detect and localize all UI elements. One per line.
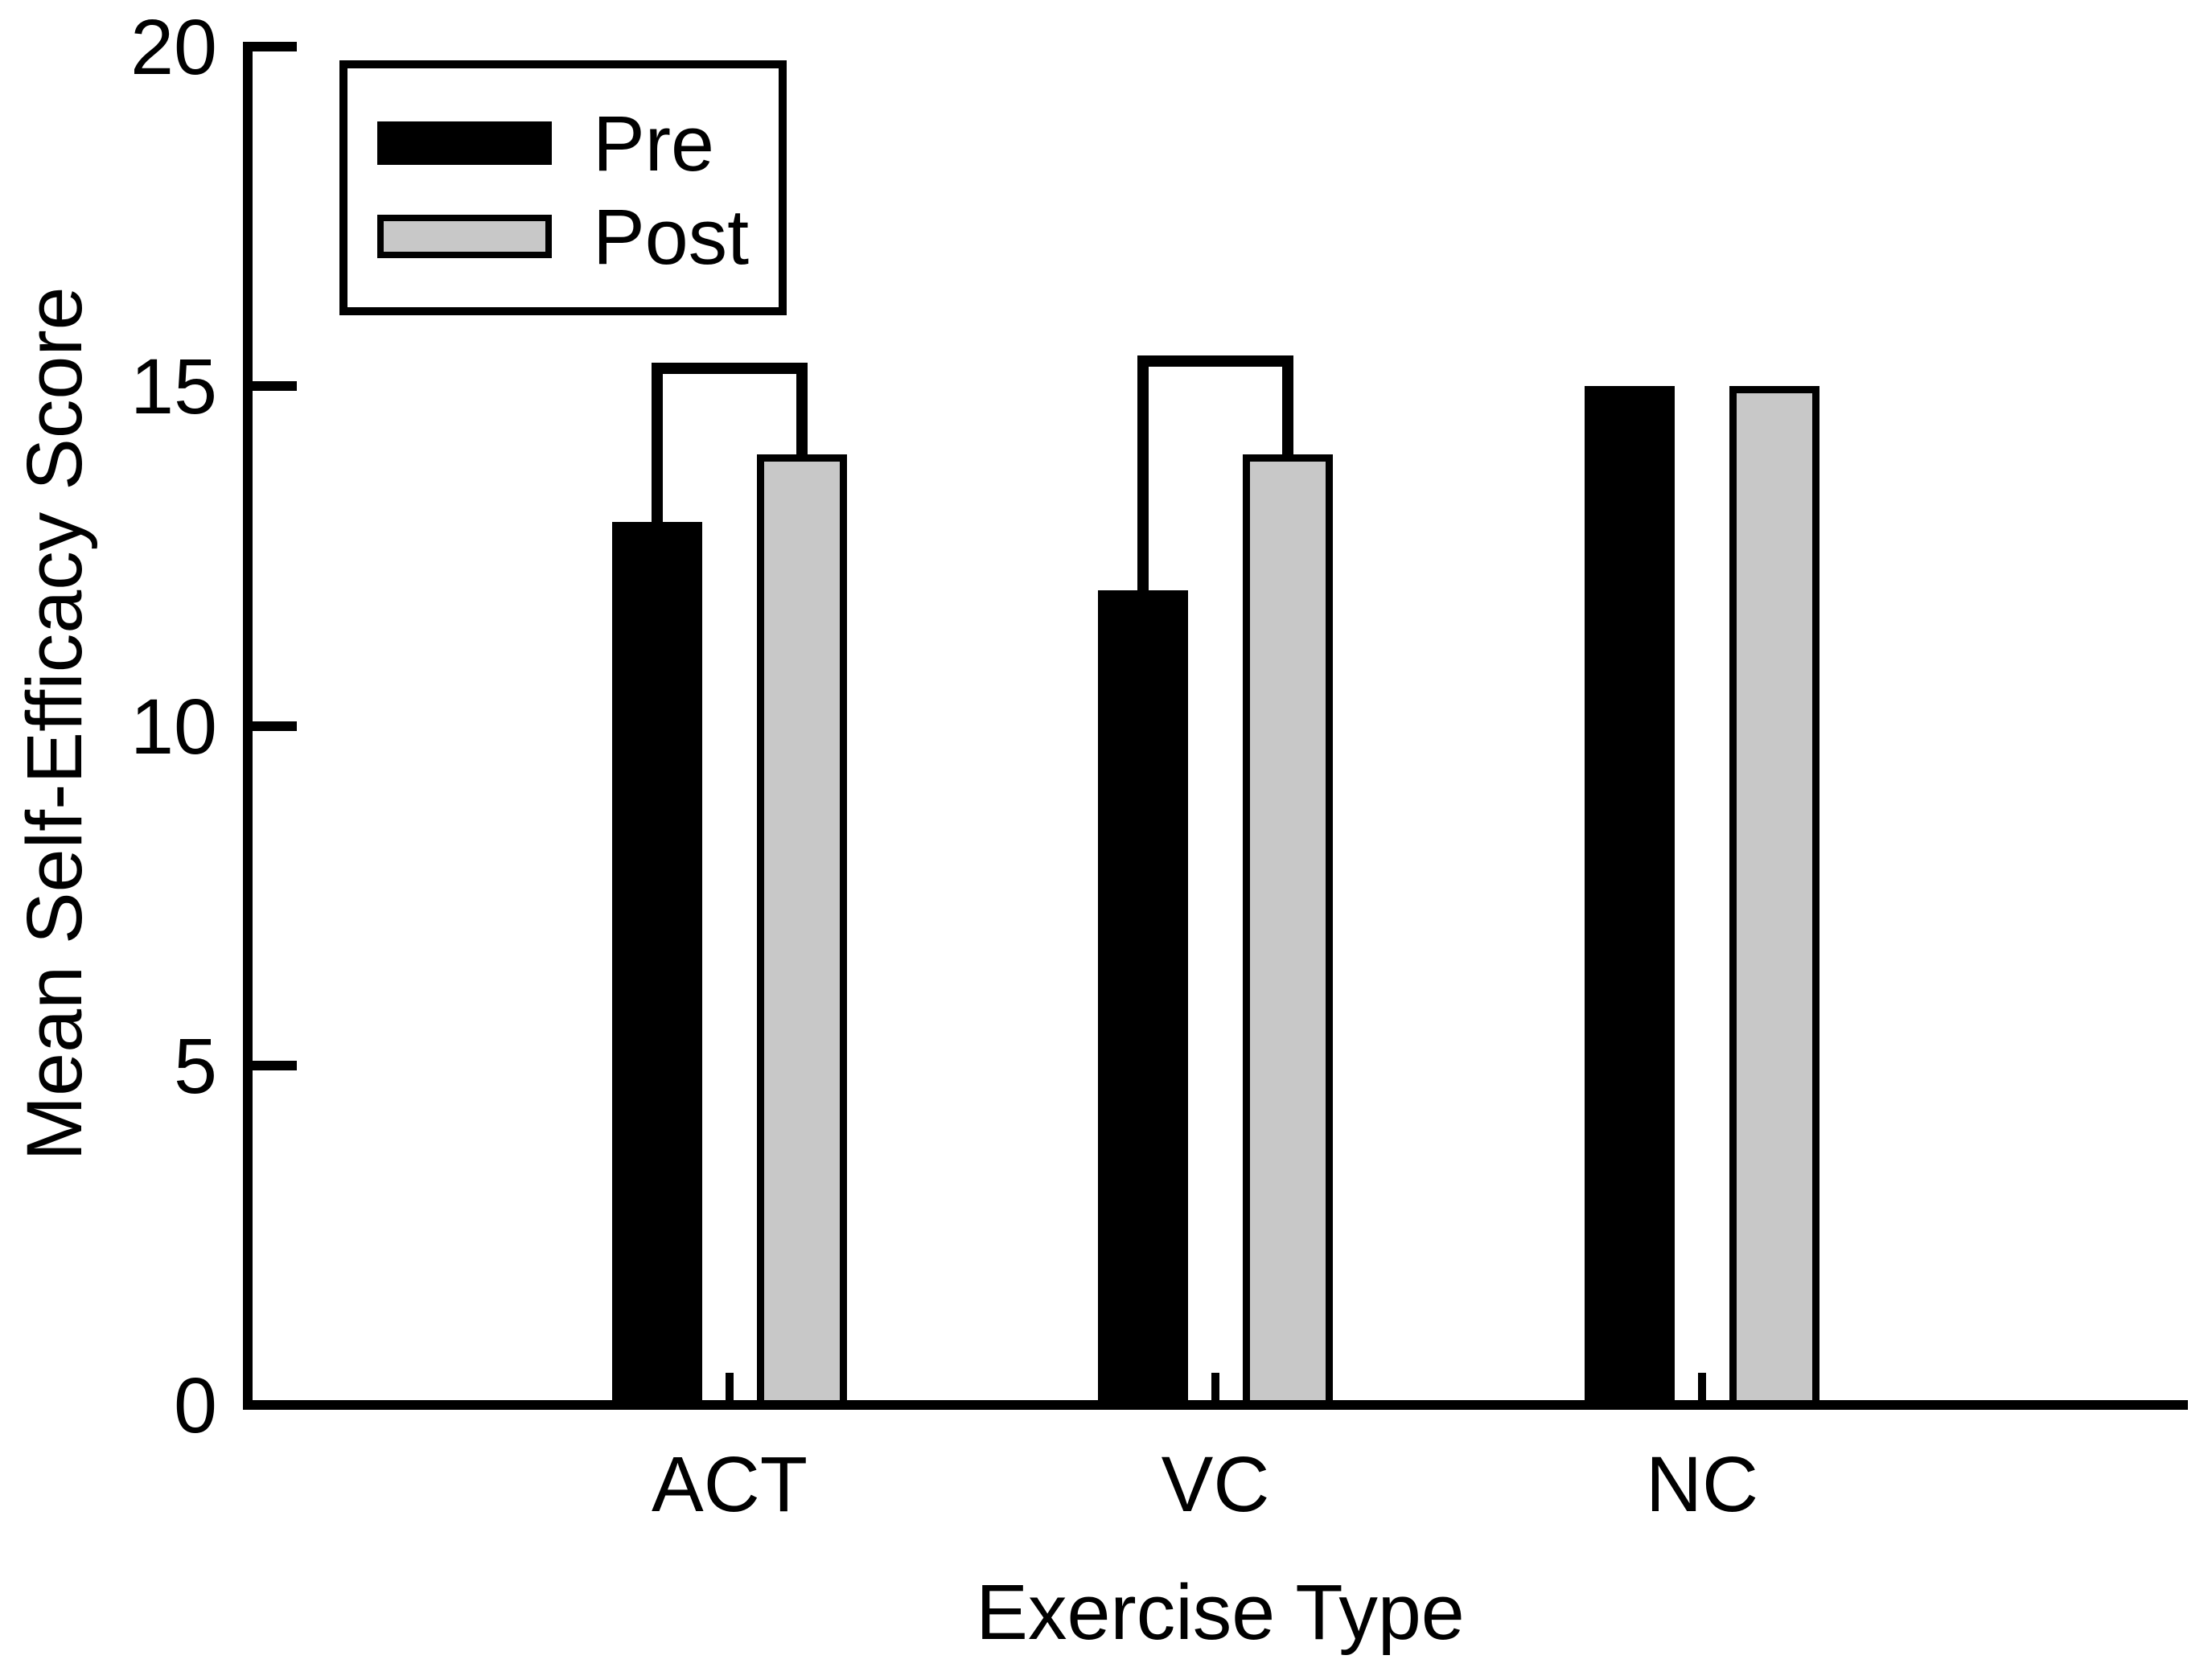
- x-tick: [726, 1373, 734, 1400]
- x-category-label: VC: [1161, 1440, 1270, 1528]
- bar-act-post: [757, 454, 847, 1410]
- y-tick-label: 5: [174, 1022, 217, 1110]
- x-tick: [1698, 1373, 1706, 1400]
- significance-bracket-left-vertical: [652, 363, 663, 522]
- bar-vc-pre: [1098, 590, 1188, 1410]
- bar-nc-post: [1729, 386, 1819, 1410]
- x-axis-title: Exercise Type: [976, 1568, 1465, 1656]
- significance-bracket-right-vertical: [796, 363, 808, 454]
- y-axis-line: [243, 42, 253, 1410]
- y-tick-label: 0: [174, 1362, 217, 1449]
- y-tick-label: 20: [130, 3, 217, 91]
- legend-label-pre: Pre: [593, 100, 714, 187]
- significance-bracket-horizontal: [652, 363, 808, 374]
- legend-swatch-pre: [377, 121, 552, 165]
- significance-bracket-horizontal: [1137, 355, 1293, 367]
- x-category-label: NC: [1645, 1440, 1759, 1528]
- bar-vc-post: [1243, 454, 1333, 1410]
- bar-act-pre: [612, 522, 702, 1410]
- significance-bracket-right-vertical: [1282, 355, 1293, 454]
- y-tick: [253, 381, 297, 391]
- y-tick-label: 10: [130, 683, 217, 770]
- bar-nc-pre: [1585, 386, 1675, 1410]
- x-tick: [1211, 1373, 1219, 1400]
- legend: Pre Post: [339, 60, 787, 315]
- legend-swatch-post: [377, 215, 552, 258]
- x-axis-line: [243, 1400, 2188, 1410]
- y-tick: [253, 42, 297, 51]
- legend-label-post: Post: [593, 193, 750, 281]
- y-tick: [253, 1061, 297, 1070]
- y-tick: [253, 721, 297, 731]
- significance-bracket-left-vertical: [1137, 355, 1149, 590]
- y-tick-label: 15: [130, 343, 217, 430]
- x-category-label: ACT: [652, 1440, 808, 1528]
